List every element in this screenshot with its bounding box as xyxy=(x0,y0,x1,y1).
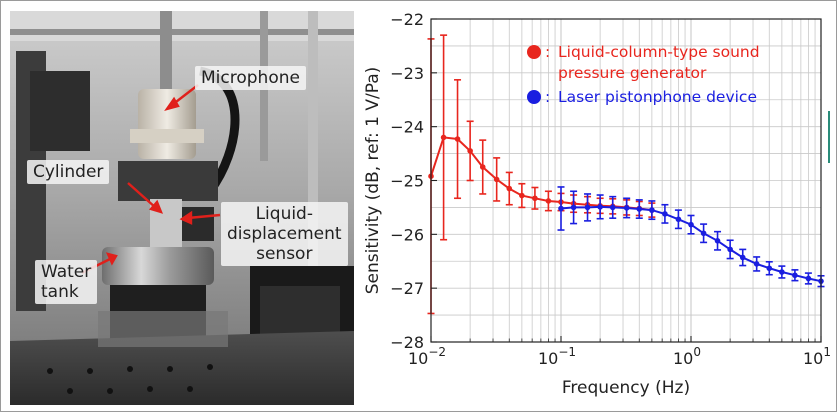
sensitivity-chart: 10−2 10−1 100 101 −22 −23 −24 −25 −26 −27 −28 : Liq… xyxy=(358,1,836,411)
grid-layer xyxy=(431,19,821,342)
x-tick-label: 10−1 xyxy=(538,345,576,368)
label-liquid-line2: displacement xyxy=(227,224,342,244)
x-tick-label: 10−2 xyxy=(408,345,446,368)
label-cylinder-text: Cylinder xyxy=(33,162,104,182)
data-point xyxy=(479,164,486,170)
data-point xyxy=(649,207,655,213)
label-microphone-text: Microphone xyxy=(201,68,300,88)
label-liquid-displacement-sensor: Liquid- displacement sensor xyxy=(221,202,348,266)
y-tick-label: −26 xyxy=(390,225,424,244)
data-point xyxy=(532,195,538,202)
legend-label: Laser pistonphone device xyxy=(558,88,757,106)
y-tick-label: −23 xyxy=(390,64,424,83)
legend-separator: : xyxy=(545,88,550,106)
data-point xyxy=(675,216,682,223)
data-point xyxy=(493,176,500,183)
data-point xyxy=(570,204,577,211)
data-point xyxy=(766,265,773,272)
legend-label: Liquid-column-type sound xyxy=(558,43,760,61)
data-point xyxy=(714,237,721,244)
data-point xyxy=(662,211,668,217)
data-point xyxy=(597,204,603,210)
data-point xyxy=(454,136,461,142)
data-point xyxy=(609,204,616,211)
arrow-liquid-displacement xyxy=(187,213,221,220)
y-tick-label: −25 xyxy=(390,172,424,191)
label-liquid-line3: sensor xyxy=(256,244,313,264)
data-point xyxy=(623,205,630,211)
data-point xyxy=(779,269,785,275)
data-point xyxy=(467,148,473,154)
chart-svg: 10−2 10−1 100 101 −22 −23 −24 −25 −26 −27 −28 : Liq… xyxy=(363,10,831,398)
series-laser-pistonphone xyxy=(557,186,825,288)
x-tick-label: 101 xyxy=(803,345,831,368)
data-point xyxy=(753,261,760,267)
apparatus-photo: Microphone Cylinder Liquid- displacement… xyxy=(10,11,354,405)
data-point xyxy=(688,221,694,228)
legend-marker xyxy=(527,45,541,59)
legend-marker xyxy=(527,90,541,104)
data-point xyxy=(584,204,591,211)
label-microphone: Microphone xyxy=(195,66,306,90)
data-point xyxy=(700,230,707,237)
label-water-tank: Water tank xyxy=(35,260,98,304)
y-tick-label: −24 xyxy=(390,118,424,137)
data-point xyxy=(805,275,812,282)
label-liquid-line1: Liquid- xyxy=(255,204,313,224)
y-tick-label: −22 xyxy=(390,10,424,29)
legend-label: pressure generator xyxy=(558,64,707,82)
data-point xyxy=(739,254,746,261)
x-axis-title: Frequency (Hz) xyxy=(562,378,690,398)
label-cylinder: Cylinder xyxy=(27,160,110,184)
data-point xyxy=(792,272,798,279)
series-line xyxy=(430,136,653,212)
ticks-layer: 10−2 10−1 100 101 −22 −23 −24 −25 −26 −27 −28 xyxy=(390,10,831,368)
data-point xyxy=(636,206,643,212)
y-tick-label: −28 xyxy=(390,333,424,352)
y-axis-title: Sensitivity (dB, ref: 1 V/Pa) xyxy=(363,67,383,295)
data-point xyxy=(558,205,564,212)
data-point xyxy=(519,192,525,199)
y-tick-label: −27 xyxy=(390,279,424,298)
data-point xyxy=(727,246,733,253)
data-point xyxy=(440,134,447,141)
arrow-cylinder xyxy=(127,182,157,209)
legend: : Liquid-column-type sound pressure genera… xyxy=(527,43,760,106)
data-point xyxy=(545,198,552,204)
x-tick-label: 100 xyxy=(673,345,701,368)
edge-accent-bar xyxy=(828,111,830,163)
legend-separator: : xyxy=(545,43,550,61)
label-water-line2: tank xyxy=(41,282,79,302)
label-water-line1: Water xyxy=(41,262,92,282)
data-point xyxy=(506,185,513,192)
